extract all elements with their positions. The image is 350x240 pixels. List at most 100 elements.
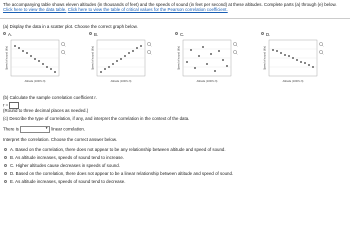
critical-values-link[interactable]: Click here to view the table of critical… [67,7,228,12]
zoom-handle [321,44,324,47]
sentence: There is ▼ linear correlation. [3,126,85,133]
point [210,53,212,55]
option-radio[interactable] [261,32,265,36]
point [124,55,126,57]
option-radio[interactable] [4,163,8,167]
option-text: Higher altitudes cause decreases in spee… [15,163,120,168]
point [190,49,192,51]
option-row: B. As altitude increases, speeds of soun… [10,155,124,160]
point [272,49,274,51]
point [116,60,118,62]
point [14,45,16,47]
part-b-prompt: (b) Calculate the sample correlation coe… [3,95,97,100]
point [34,58,36,60]
y-axis-label: Speed of sound (ft/s) [91,46,95,70]
option-letter: D. [10,171,15,176]
scatter-plot: Speed of sound (ft/s) Altitude (1000's ft… [177,39,238,83]
option-radio[interactable] [4,147,8,151]
divider [0,18,350,19]
scatter-plot: Speed of sound (ft/s) Altitude (1000's ft… [5,39,66,83]
point [100,71,102,73]
zoom-icon[interactable] [233,42,237,46]
option-radio[interactable] [89,32,93,36]
point [186,61,188,63]
zoom-handle [63,44,66,47]
zoom-icon[interactable] [61,42,65,46]
r-row: r = [3,102,20,109]
r-input[interactable] [9,102,20,109]
zoom-icon[interactable] [147,50,151,54]
point [22,50,24,52]
zoom-icon[interactable] [319,50,323,54]
point [132,50,134,52]
option-row: D. Based on the correlation, there does … [10,171,233,176]
option-text: Based on the correlation, there does not… [15,171,234,176]
point [30,55,32,57]
option-radio[interactable] [4,155,8,159]
page: The accompanying table shows eleven alti… [0,2,350,184]
point [288,55,290,57]
option-text: As altitude increases, speeds of sound t… [15,179,126,184]
x-axis-label: Altitude (1000's ft) [283,79,304,83]
zoom-icon[interactable] [319,42,323,46]
option-text: As altitude increases, speeds of sound t… [15,155,124,160]
sentence-end: linear correlation. [51,126,86,132]
point [26,52,28,54]
point [120,58,122,60]
option-radio[interactable] [4,171,8,175]
point [194,67,196,69]
interpret-prompt: Interpret the correlation. Choose the co… [3,137,117,142]
sentence-start: There is [3,126,19,132]
zoom-handle [235,44,238,47]
option-letter: D. [266,31,271,37]
point [296,59,298,61]
point [308,64,310,66]
option-letter: B. [94,31,99,37]
option-row: C. Higher altitudes cause decreases in s… [10,163,120,168]
option-radio[interactable] [3,32,7,36]
intro: The accompanying table shows eleven alti… [3,2,337,7]
part-c-prompt: (c) Describe the type of correlation, if… [3,116,190,121]
option-text: Based on the correlation, there does not… [15,147,226,152]
point [198,55,200,57]
zoom-handle [149,52,152,55]
links-row: Click here to view the data table. Click… [3,7,228,12]
zoom-icon[interactable] [233,50,237,54]
round-note: (Round to three decimal places as needed… [3,108,89,113]
point [128,52,130,54]
point [38,60,40,62]
zoom-handle [321,52,324,55]
option-letter: A. [10,147,15,152]
point [136,47,138,49]
point [218,50,220,52]
r-label: r = [3,102,9,108]
point [50,68,52,70]
option-letter: B. [10,155,15,160]
option-radio[interactable] [175,32,179,36]
point [280,52,282,54]
zoom-handle [235,52,238,55]
zoom-handle [63,52,66,55]
point [292,57,294,59]
data-table-link[interactable]: Click here to view the data table. [3,7,67,12]
correlation-dropdown[interactable]: ▼ [20,126,51,133]
point [304,62,306,64]
point [300,61,302,63]
option-row: A. Based on the correlation, there does … [10,147,226,152]
zoom-icon[interactable] [61,50,65,54]
point [202,46,204,48]
scatter-plot: Speed of sound (ft/s) Altitude (1000's ft… [91,39,152,83]
point [276,50,278,52]
point [54,71,56,73]
scatter-plot: Speed of sound (ft/s) Altitude (1000's ft… [263,39,324,83]
zoom-handle [149,44,152,47]
option-radio[interactable] [4,179,8,183]
x-axis-label: Altitude (1000's ft) [111,79,132,83]
y-axis-label: Speed of sound (ft/s) [5,46,9,70]
point [312,66,314,68]
point [222,59,224,61]
option-letter: C. [180,31,185,37]
point [214,70,216,72]
zoom-icon[interactable] [147,42,151,46]
point [284,54,286,56]
